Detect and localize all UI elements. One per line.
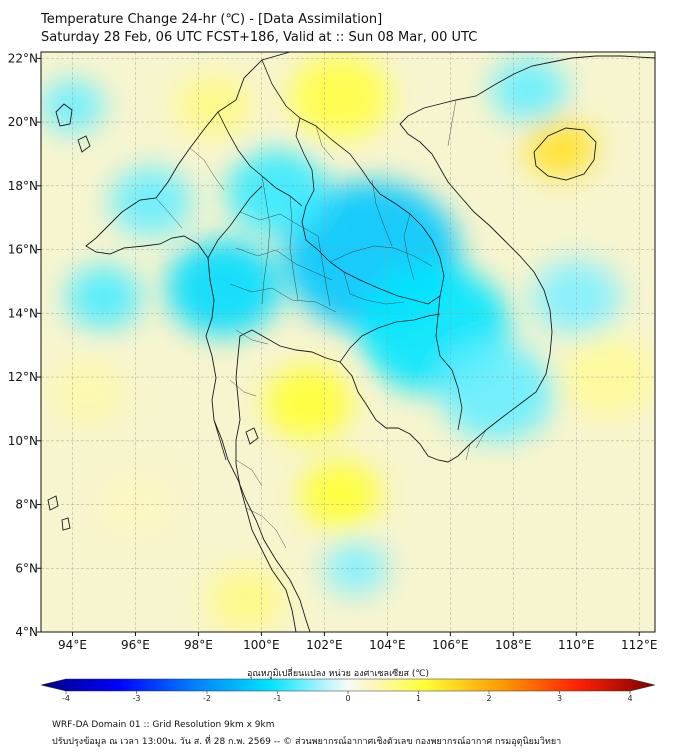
y-tick-label: 14°N — [8, 306, 38, 320]
colorbar-tick-label: -1 — [274, 694, 282, 703]
x-tick-label: 100°E — [243, 638, 280, 652]
y-tick-label: 6°N — [15, 561, 38, 575]
temperature-field — [41, 53, 655, 632]
anomaly-cell — [66, 265, 142, 330]
anomaly-cell — [491, 58, 567, 123]
x-tick-label: 96°E — [121, 638, 150, 652]
y-tick-label: 12°N — [8, 370, 38, 384]
map-subtitle: Saturday 28 Feb, 06 UTC FCST+186, Valid … — [41, 30, 478, 45]
colorbar-tick-label: -4 — [62, 694, 70, 703]
anomaly-cell — [166, 239, 281, 336]
anomaly-cell — [264, 365, 353, 441]
x-tick-label: 102°E — [306, 638, 343, 652]
province-borders — [155, 99, 487, 549]
colorbar-tick-label: 3 — [557, 694, 562, 703]
colorbar-tick-label: -2 — [203, 694, 211, 703]
anomaly-cell — [41, 79, 104, 133]
y-tick-label: 4°N — [15, 625, 38, 639]
x-tick-label: 108°E — [495, 638, 532, 652]
plot-frame — [40, 51, 656, 633]
temperature-map: 94°E 96°E 98°E 100°E 102°E 104°E 106°E 108°E 110… — [8, 51, 658, 703]
colorbar-tick-label: 2 — [486, 694, 491, 703]
x-tick-label: 110°E — [558, 638, 595, 652]
map-title: Temperature Change 24-hr (℃) - [Data Ass… — [41, 12, 383, 27]
footer-model-info: WRF-DA Domain 01 :: Grid Resolution 9km … — [52, 720, 275, 730]
anomaly-cell — [299, 460, 382, 530]
colorbar-tick-label: 1 — [416, 694, 421, 703]
anomaly-cell — [324, 541, 388, 596]
anomaly-cell — [525, 118, 596, 178]
anomaly-cell — [289, 53, 391, 140]
y-tick-label: 16°N — [8, 243, 38, 257]
colorbar-tick-label: 4 — [627, 694, 632, 703]
anomaly-cell — [440, 344, 555, 442]
x-tick-label: 94°E — [58, 638, 87, 652]
x-tick-label: 106°E — [432, 638, 469, 652]
x-tick-label: 98°E — [184, 638, 213, 652]
y-axis: 22°N 20°N 18°N 16°N 14°N 12°N 10°N 8°N 6°N 4°N — [8, 51, 41, 639]
y-tick-label: 22°N — [8, 51, 38, 65]
y-tick-label: 20°N — [8, 115, 38, 129]
anomaly-cell — [226, 149, 328, 236]
gridlines — [41, 52, 655, 632]
x-axis: 94°E 96°E 98°E 100°E 102°E 104°E 106°E 108°E 110… — [58, 632, 658, 652]
country-borders — [207, 59, 463, 461]
y-tick-label: 18°N — [8, 179, 38, 193]
colorbar: -4 -3 -2 -1 0 1 2 3 4 — [40, 678, 656, 703]
footer-credits: ปรับปรุงข้อมูล ณ เวลา 13:00น. วัน ส. ที่… — [52, 737, 562, 747]
y-tick-label: 10°N — [8, 434, 38, 448]
plot-area — [41, 52, 655, 632]
colorbar-title: อุณหภูมิเปลี่ยนแปลง หน่วย องศาเซลเซียส (… — [246, 669, 430, 679]
anomaly-cell — [110, 166, 193, 237]
y-tick-label: 8°N — [15, 498, 38, 512]
anomaly-cell — [207, 568, 284, 632]
anomaly-cell — [50, 360, 127, 426]
colorbar-tick-label: -3 — [133, 694, 141, 703]
anomaly-cell — [176, 74, 252, 139]
x-tick-label: 104°E — [369, 638, 406, 652]
colorbar-tick-label: 0 — [345, 694, 350, 703]
x-tick-label: 112°E — [621, 638, 658, 652]
